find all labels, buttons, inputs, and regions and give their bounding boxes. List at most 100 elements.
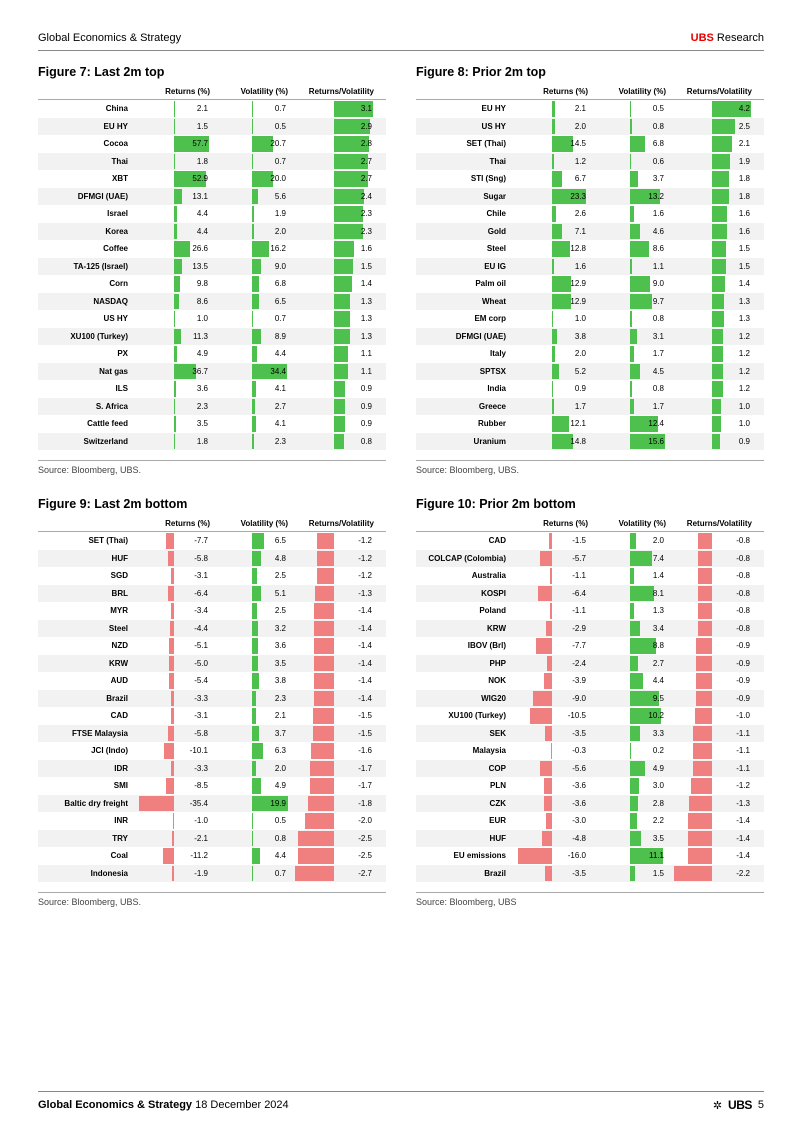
cell-value: 1.2 (739, 345, 750, 363)
cell-value: 3.5 (197, 415, 208, 433)
table-row: KRW-2.93.4-0.8 (416, 620, 764, 638)
cell-value: 1.8 (197, 433, 208, 451)
table-row: IDR-3.32.0-1.7 (38, 760, 386, 778)
bar-cell: 1.5 (138, 118, 210, 136)
cell-value: 57.7 (192, 135, 208, 153)
bar-cell: 1.2 (516, 153, 588, 171)
cell-value: 3.1 (653, 328, 664, 346)
bar-cell: -5.8 (138, 725, 210, 743)
cell-value: -4.8 (572, 830, 586, 848)
cell-value: 2.0 (575, 118, 586, 136)
bar-cell: -3.1 (138, 707, 210, 725)
bar-cell: 0.6 (594, 153, 666, 171)
cell-value: 9.0 (653, 275, 664, 293)
cell-value: -1.2 (736, 777, 750, 795)
bar (691, 778, 712, 794)
bar-cell: 9.7 (594, 293, 666, 311)
bar-cell: 2.5 (216, 602, 288, 620)
bar (170, 621, 174, 637)
bar-cell: -2.5 (294, 847, 374, 865)
bar-cell: 2.4 (294, 188, 374, 206)
cell-value: 2.3 (275, 433, 286, 451)
figure-source: Source: Bloomberg, UBS. (38, 892, 386, 907)
bar (630, 224, 640, 240)
bar-cell: 1.8 (672, 188, 752, 206)
bar (252, 656, 258, 672)
cell-value: 2.1 (275, 707, 286, 725)
table-row: IBOV (Brl)-7.78.8-0.9 (416, 637, 764, 655)
bar-cell: 3.1 (294, 100, 374, 118)
bar (164, 743, 174, 759)
cell-value: 12.9 (570, 293, 586, 311)
col-header: Volatility (%) (216, 87, 288, 96)
bar (693, 726, 712, 742)
cell-value: -0.8 (736, 532, 750, 550)
cell-value: 8.9 (275, 328, 286, 346)
cell-value: -0.9 (736, 637, 750, 655)
bar-cell: 1.3 (672, 310, 752, 328)
cell-value: -1.0 (194, 812, 208, 830)
bar (252, 154, 253, 170)
bar-cell: -5.0 (138, 655, 210, 673)
cell-value: 1.0 (575, 310, 586, 328)
fig7: Figure 7: Last 2m topReturns (%)Volatili… (38, 65, 386, 475)
row-label: COLCAP (Colombia) (416, 550, 510, 568)
bar (252, 381, 256, 397)
cell-value: 1.3 (653, 602, 664, 620)
bar-cell: 11.3 (138, 328, 210, 346)
bar (536, 638, 552, 654)
bar-cell: -35.4 (138, 795, 210, 813)
footer-left-date: 18 December 2024 (192, 1099, 289, 1111)
table-row: SGD-3.12.5-1.2 (38, 567, 386, 585)
table-row: Australia-1.11.4-0.8 (416, 567, 764, 585)
bar-cell: -6.4 (516, 585, 588, 603)
cell-value: -1.4 (358, 620, 372, 638)
bar-cell: 2.3 (138, 398, 210, 416)
bar-cell: 10.2 (594, 707, 666, 725)
bar (252, 586, 261, 602)
bar-cell: 1.5 (594, 865, 666, 883)
bar-cell: -2.0 (294, 812, 374, 830)
cell-value: 34.4 (270, 363, 286, 381)
cell-value: -6.4 (572, 585, 586, 603)
bar-cell: 4.9 (138, 345, 210, 363)
bar-cell: -1.1 (672, 725, 752, 743)
bar-cell: 14.8 (516, 433, 588, 451)
cell-value: 11.1 (649, 847, 664, 865)
bar-cell: 1.3 (294, 328, 374, 346)
cell-value: 2.1 (197, 100, 208, 118)
cell-value: 1.5 (197, 118, 208, 136)
cell-value: -0.3 (572, 742, 586, 760)
bar-cell: 12.4 (594, 415, 666, 433)
bar (547, 656, 552, 672)
col-header: Returns (%) (138, 519, 210, 528)
bar (630, 533, 636, 549)
cell-value: 0.9 (575, 380, 586, 398)
cell-value: 11.3 (193, 328, 208, 346)
bar-cell: 1.2 (672, 328, 752, 346)
cell-value: -1.4 (358, 602, 372, 620)
bar-cell: 1.2 (672, 363, 752, 381)
bar-cell: 20.0 (216, 170, 288, 188)
table-row: SET (Thai)-7.76.5-1.2 (38, 532, 386, 550)
bar (174, 206, 177, 222)
bar (252, 603, 257, 619)
bar (693, 761, 712, 777)
bar-cell: -5.7 (516, 550, 588, 568)
bar-cell: 1.3 (294, 293, 374, 311)
cell-value: 0.7 (275, 100, 286, 118)
bar-cell: 6.7 (516, 170, 588, 188)
bar-cell: 6.5 (216, 293, 288, 311)
cell-value: 2.7 (361, 153, 372, 171)
table-row: NZD-5.13.6-1.4 (38, 637, 386, 655)
bar-cell: 13.1 (138, 188, 210, 206)
cell-value: 2.3 (361, 223, 372, 241)
bar-cell: 1.7 (516, 398, 588, 416)
cell-value: -3.3 (194, 690, 208, 708)
cell-value: 1.0 (197, 310, 208, 328)
bar-cell: 57.7 (138, 135, 210, 153)
cell-value: 2.5 (275, 567, 286, 585)
row-label: SET (Thai) (416, 135, 510, 153)
bar-cell: -1.4 (672, 812, 752, 830)
cell-value: 14.5 (570, 135, 586, 153)
